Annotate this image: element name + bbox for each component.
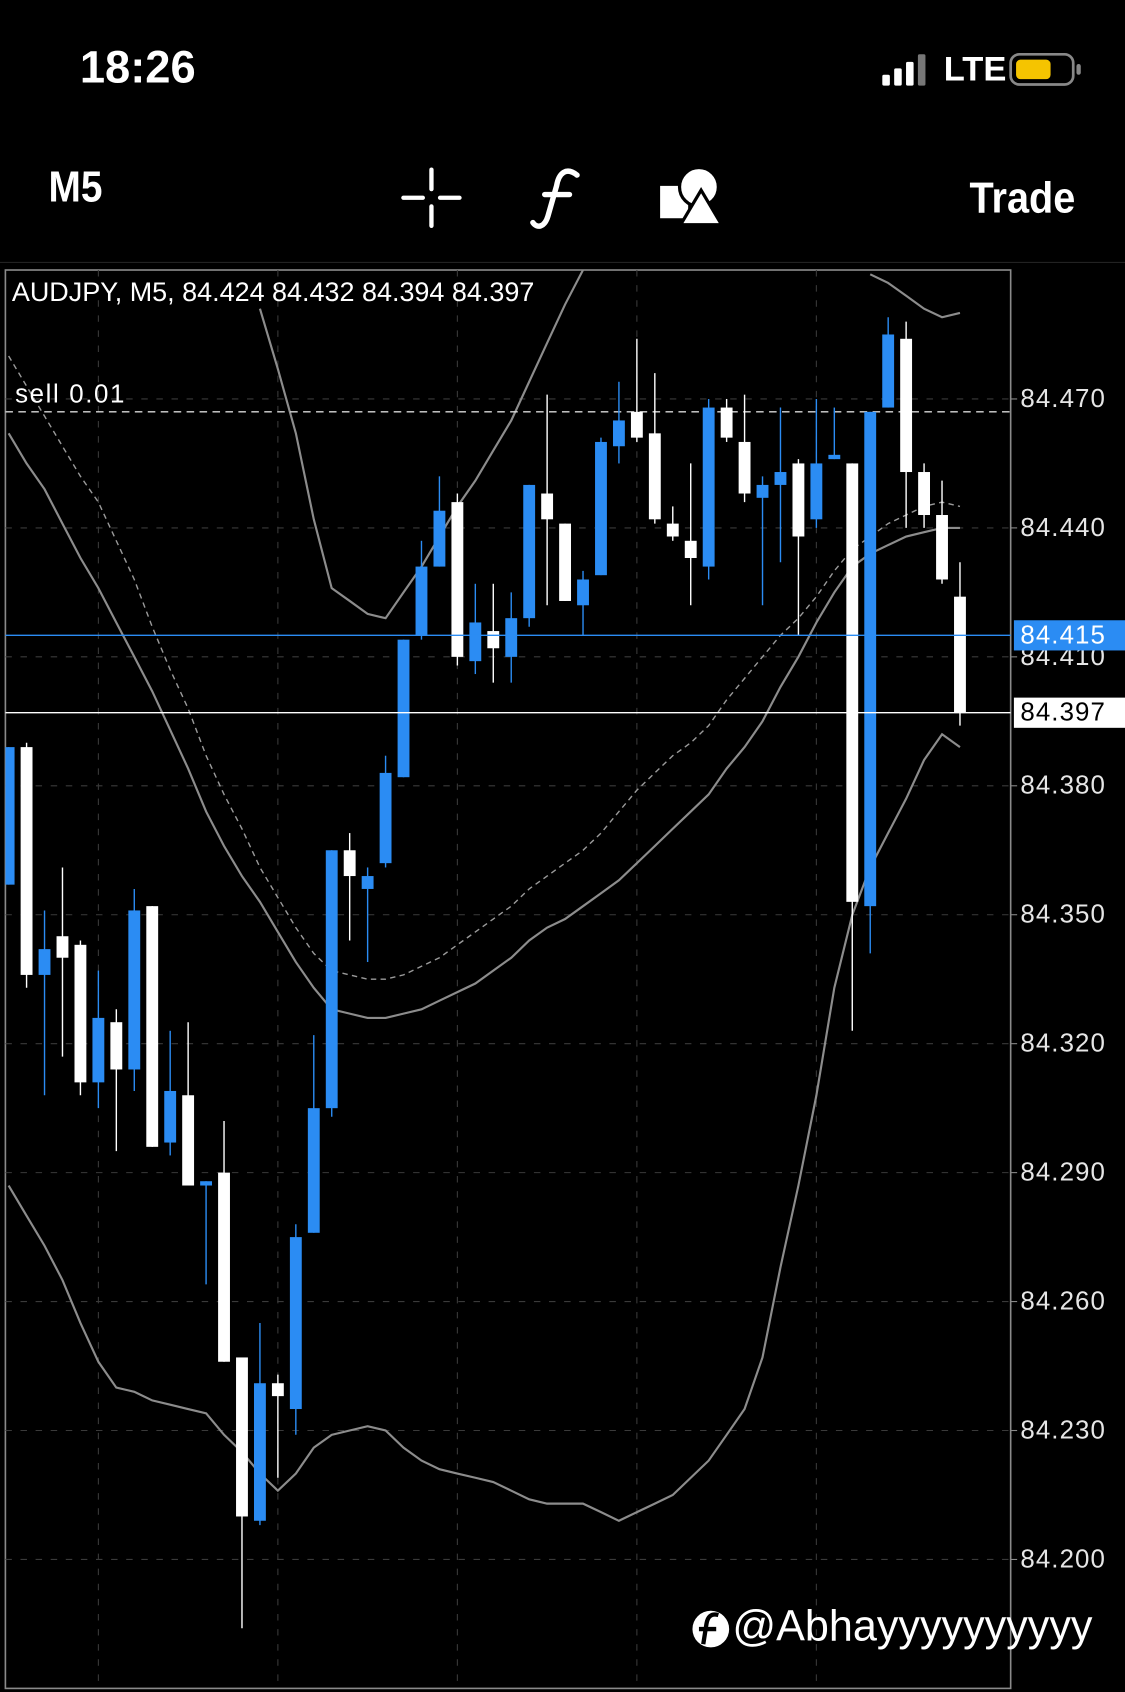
candle-body [164,1090,177,1143]
candle-body [774,472,787,485]
indicator-line [8,355,961,980]
candle-body [828,454,841,460]
candle-body [810,463,823,520]
candle-body [487,631,500,649]
candle-body [5,747,15,885]
candle-body [630,411,643,438]
candle-body [451,502,464,657]
y-tick-label: 84.290 [1020,1159,1106,1187]
y-tick-label: 84.380 [1020,772,1106,800]
candle-body [56,936,69,958]
candle-body [900,338,913,473]
candle-body [343,850,356,877]
candle-body [864,411,877,907]
candle-body [38,949,51,975]
candle-body [648,433,661,520]
signal-icon [882,54,926,86]
trade-button[interactable]: Trade [970,173,1076,222]
watermark-logo [692,1610,730,1648]
candle-body [289,1237,302,1410]
y-tick-label: 84.200 [1020,1545,1106,1573]
indicator-line [7,732,961,1522]
crosshair-button[interactable] [401,167,462,228]
indicators-button[interactable] [530,168,580,229]
price-label: 84.415 [1020,621,1106,649]
candle-body [720,407,733,438]
chart-frame [4,269,1012,1690]
candle-body [918,472,931,516]
candle-body [577,579,589,606]
watermark: @Abhayyyyyyyyyy [732,1602,1093,1650]
candle-body [666,523,679,537]
candle-body [361,876,374,889]
candle-body [200,1181,213,1186]
y-tick-label: 84.260 [1020,1287,1106,1315]
clock: 18:26 [80,41,196,92]
battery-icon [1009,52,1081,86]
candle-body [505,618,518,657]
network-type: LTE [944,51,1007,89]
candle-body [702,407,715,567]
candle-body [397,639,410,778]
indicator-line [7,432,960,1020]
candle-body [738,441,751,494]
candle-body [469,622,482,662]
candle-body [128,910,141,1070]
price-label-box [1013,620,1125,651]
candle-body [325,850,338,1109]
candle-body [415,566,428,636]
candle-body [882,334,895,408]
candle-body [253,1383,266,1521]
order-label: sell 0.01 [15,381,126,409]
candle-body [595,441,607,576]
candle-body [792,463,805,537]
y-tick-label: 84.470 [1020,385,1106,413]
y-tick-label: 84.440 [1020,514,1106,542]
candle-body [559,523,572,601]
candle-body [846,463,859,902]
plot-area [5,270,1011,1689]
candle-body [218,1172,230,1362]
candle-body [307,1108,320,1233]
price-label: 84.397 [1020,699,1106,727]
timeframe-button[interactable]: M5 [49,163,103,211]
y-tick-label: 84.350 [1020,901,1106,929]
chart-title: AUDJPY, M5, 84.424 84.432 84.394 84.397 [12,277,534,307]
y-tick-label: 84.320 [1020,1030,1106,1058]
chart: 84.47084.44084.41084.38084.35084.32084.2… [5,270,1125,1689]
candle-body [20,747,33,975]
candle-body [110,1022,123,1070]
candle-body [74,944,87,1083]
price-label-box [1013,697,1125,728]
candle-body [433,510,446,567]
candle-body [92,1017,105,1083]
candle-body [379,772,392,864]
candle-body [954,596,966,713]
candle-body [146,906,159,1147]
candle-body [182,1095,195,1186]
candle-body [936,515,948,580]
candle-body [684,540,697,558]
candle-body [612,420,625,447]
candle-body [271,1383,284,1397]
candle-body [523,484,536,619]
objects-button[interactable] [660,165,725,227]
y-tick-label: 84.230 [1020,1416,1106,1444]
candle-body [541,493,554,520]
candle-body [236,1357,248,1517]
candle-body [756,484,769,498]
